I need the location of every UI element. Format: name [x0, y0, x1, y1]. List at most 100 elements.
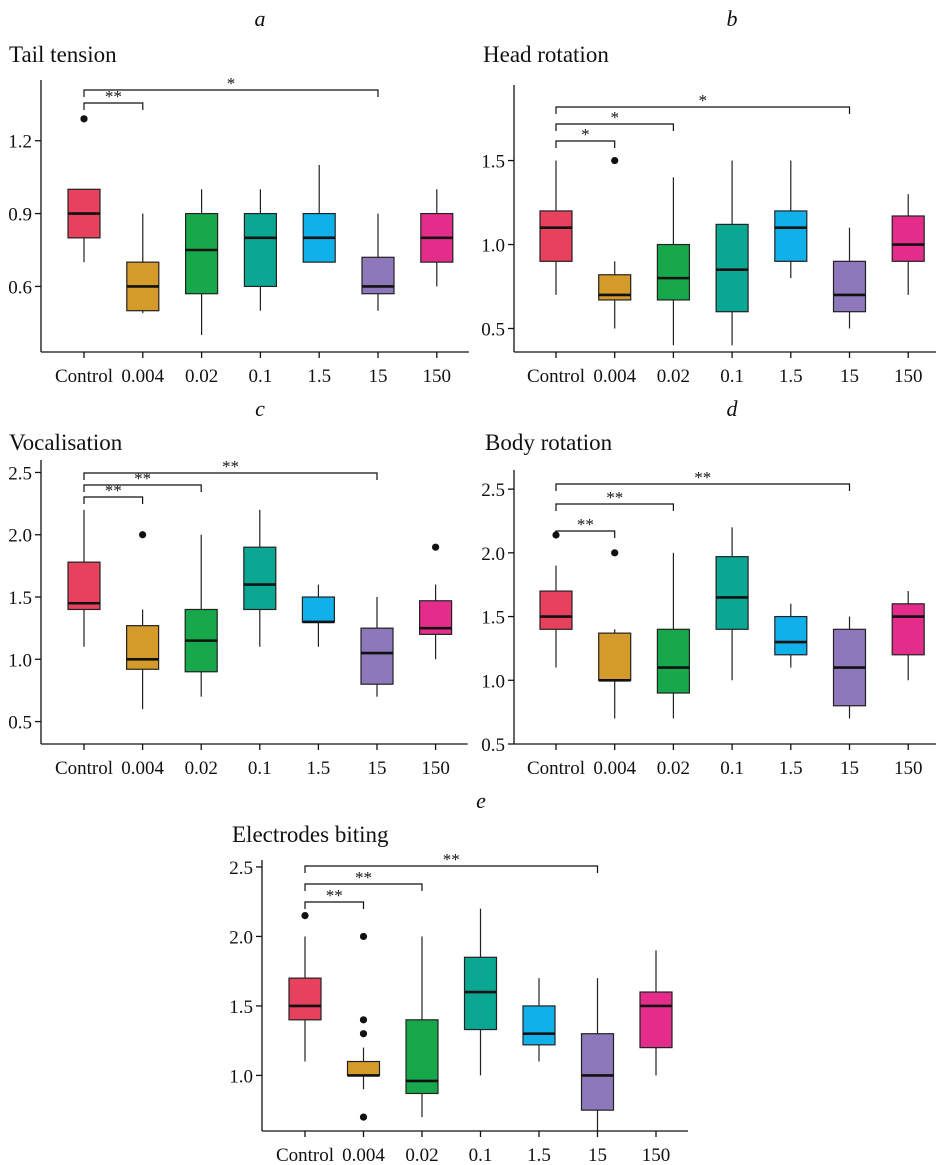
significance-bracket: *	[83, 74, 379, 97]
box-body	[539, 210, 573, 262]
y-tick-label: 0.6	[8, 277, 32, 298]
box-150	[891, 194, 925, 295]
box-0.02	[184, 534, 218, 697]
box-0.1	[715, 527, 749, 681]
y-tick-label: 0.5	[481, 319, 505, 340]
box-body	[301, 596, 335, 623]
box-body	[243, 212, 277, 288]
bracket-line	[304, 865, 599, 873]
box-body	[891, 603, 925, 656]
x-tick-label: 0.1	[249, 366, 273, 387]
box-0.02	[185, 189, 219, 335]
panel-title: Vocalisation	[9, 430, 123, 455]
y-tick-label: 0.5	[8, 713, 32, 734]
box-0.004	[125, 531, 160, 710]
box-0.02	[656, 552, 691, 719]
significance-label: **	[134, 469, 151, 488]
x-tick-label: 15	[840, 366, 859, 387]
box-body	[67, 561, 101, 611]
significance-bracket: **	[555, 468, 851, 491]
box-0.1	[463, 908, 498, 1076]
bracket-line	[555, 483, 851, 491]
box-Control	[288, 911, 322, 1062]
box-body	[639, 991, 673, 1049]
panel-title: Head rotation	[483, 42, 609, 67]
box-body	[360, 627, 394, 685]
bracket-line	[83, 89, 379, 97]
x-tick-label: 0.02	[405, 1145, 438, 1165]
x-tick-label: 0.1	[248, 758, 272, 779]
x-tick-label: 0.004	[342, 1145, 385, 1165]
x-tick-label: 1.5	[307, 366, 331, 387]
box-150	[639, 950, 673, 1076]
box-0.1	[715, 160, 749, 346]
box-0.1	[243, 509, 277, 647]
box-body	[125, 625, 160, 670]
x-tick-label: 150	[894, 758, 923, 779]
panel-a: a Tail tension 0.6 0.9 1.2 Control 0.004 0.02 0.…	[8, 6, 469, 387]
y-tick-label: 2.5	[481, 480, 505, 501]
panel-title: Electrodes biting	[232, 822, 389, 847]
bracket-line	[304, 901, 365, 909]
significance-label: *	[581, 125, 590, 144]
box-15	[832, 616, 867, 719]
panel-letter: e	[476, 788, 486, 813]
x-tick-label: 150	[894, 366, 923, 387]
x-tick-label: 0.004	[593, 758, 636, 779]
y-tick-label: 2.0	[8, 526, 32, 547]
x-tick-label: 0.02	[657, 758, 690, 779]
y-tick-label: 2.5	[229, 858, 253, 879]
x-tick-label: 0.1	[720, 366, 744, 387]
y-tick-label: 1.0	[229, 1066, 253, 1087]
y-tick-label: 2.0	[481, 544, 505, 565]
y-tick-label: 1.0	[481, 236, 505, 257]
box-150	[419, 543, 453, 660]
y-tick-label: 1.5	[481, 152, 505, 173]
outlier-point	[359, 1113, 368, 1121]
box-15	[580, 978, 615, 1131]
box-body	[522, 1005, 556, 1046]
box-0.1	[243, 189, 277, 311]
box-body	[463, 956, 498, 1031]
box-body	[405, 1019, 439, 1095]
box-Control	[539, 531, 573, 668]
outlier-point	[359, 1016, 368, 1024]
x-tick-label: 150	[423, 366, 452, 387]
outlier-point	[301, 911, 309, 920]
x-tick-label: 0.004	[593, 366, 636, 387]
box-0.004	[598, 549, 632, 719]
box-body	[832, 260, 867, 313]
y-tick-label: 1.5	[481, 608, 505, 629]
x-tick-label: 15	[369, 366, 388, 387]
bracket-line	[83, 472, 378, 480]
box-body	[891, 215, 925, 262]
panel-title: Tail tension	[9, 42, 117, 67]
y-tick-label: 1.5	[229, 997, 253, 1018]
x-tick-label: 1.5	[307, 758, 331, 779]
bracket-line	[304, 883, 423, 891]
bracket-line	[555, 503, 674, 511]
outlier-point	[80, 115, 88, 123]
significance-label: *	[610, 108, 619, 127]
box-0.004	[126, 213, 160, 314]
significance-label: **	[105, 481, 122, 500]
box-body	[774, 210, 808, 262]
x-tick-label: Control	[55, 366, 113, 387]
panel-c: c Vocalisation 0.5 1.0 1.5 2.0 2.5 Control 0.004…	[8, 396, 468, 779]
x-tick-label: 0.02	[185, 366, 218, 387]
box-150	[891, 591, 925, 681]
panel-letter: b	[727, 6, 738, 31]
box-body	[243, 546, 277, 611]
box-body	[539, 590, 573, 630]
significance-label: **	[222, 457, 239, 476]
box-body	[598, 632, 632, 681]
box-15	[361, 213, 395, 311]
outlier-point	[432, 543, 440, 551]
box-body	[346, 1060, 381, 1077]
box-body	[288, 977, 322, 1021]
x-tick-label: 150	[642, 1145, 671, 1165]
box-Control	[67, 509, 101, 647]
significance-bracket: *	[555, 125, 616, 148]
y-tick-label: 1.0	[8, 650, 32, 671]
